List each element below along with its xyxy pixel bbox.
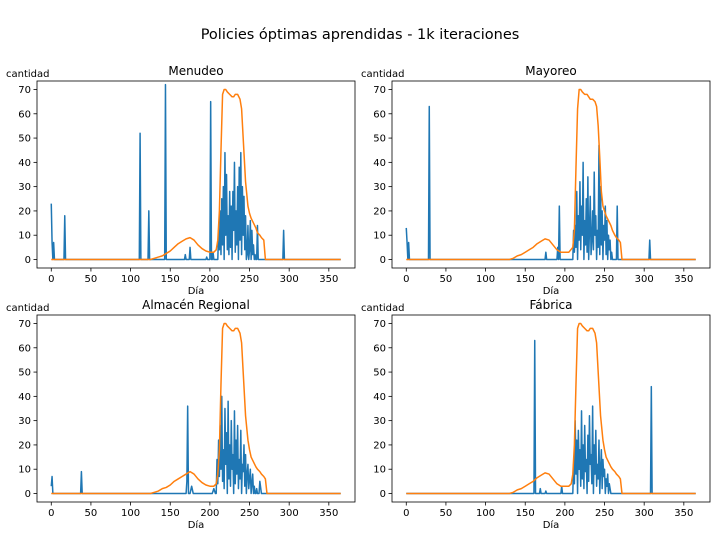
x-tick-label: 100	[121, 274, 140, 285]
x-tick-label: 0	[403, 508, 409, 519]
y-tick-label: 40	[373, 158, 386, 169]
x-tick-label: 300	[635, 508, 654, 519]
subplot-fabrica: Fábrica cantidad Día 0 50 100 150 200 250 300 3…	[361, 298, 711, 531]
x-tick-label: 200	[200, 274, 219, 285]
y-tick-label: 10	[18, 231, 31, 242]
y-tick-label: 10	[373, 465, 386, 476]
x-tick-label: 300	[280, 508, 299, 519]
x-tick-label: 50	[85, 508, 98, 519]
x-tick-label: 300	[280, 274, 299, 285]
subplot-title: Mayoreo	[525, 64, 577, 78]
x-tick-label: 50	[440, 274, 453, 285]
y-axis-label: cantidad	[361, 303, 405, 314]
x-tick-label: 200	[555, 274, 574, 285]
x-tick-label: 50	[440, 508, 453, 519]
x-tick-label: 250	[240, 274, 259, 285]
y-tick-label: 50	[18, 134, 31, 145]
y-tick-label: 50	[18, 368, 31, 379]
figure-suptitle: Policies óptimas aprendidas - 1k iteraci…	[201, 27, 520, 43]
x-tick-label: 100	[121, 508, 140, 519]
x-tick-label: 0	[403, 274, 409, 285]
y-tick-label: 30	[373, 416, 386, 427]
x-tick-label: 50	[85, 274, 98, 285]
x-tick-label: 300	[635, 274, 654, 285]
y-tick-label: 60	[18, 343, 31, 354]
x-tick-label: 150	[516, 274, 535, 285]
axes-frame	[36, 80, 356, 269]
series-line-1	[406, 322, 696, 495]
axes-frame	[36, 314, 356, 503]
x-tick-label: 0	[48, 274, 54, 285]
series-line-0	[406, 339, 696, 495]
y-tick-label: 50	[373, 368, 386, 379]
x-tick-label: 100	[476, 508, 495, 519]
x-tick-label: 350	[674, 508, 693, 519]
x-tick-label: 350	[674, 274, 693, 285]
y-tick-label: 60	[373, 343, 386, 354]
y-tick-label: 50	[373, 134, 386, 145]
y-tick-label: 10	[18, 465, 31, 476]
y-tick-label: 0	[25, 489, 31, 500]
y-axis-label: cantidad	[6, 303, 50, 314]
axes-frame	[391, 80, 711, 269]
y-tick-label: 40	[18, 158, 31, 169]
y-tick-label: 60	[373, 109, 386, 120]
y-tick-label: 70	[18, 85, 31, 96]
series-line-1	[51, 322, 341, 495]
x-axis-label: Día	[543, 285, 560, 297]
subplot-mayoreo: Mayoreo cantidad Día 0 50 100 150 200 250 300 3…	[361, 64, 711, 297]
x-axis-label: Día	[188, 519, 205, 531]
y-tick-label: 20	[373, 206, 386, 217]
y-tick-label: 20	[18, 206, 31, 217]
x-tick-label: 250	[595, 274, 614, 285]
x-tick-label: 200	[555, 508, 574, 519]
series-line-0	[50, 83, 341, 261]
axes-frame	[391, 314, 711, 503]
x-tick-label: 350	[319, 274, 338, 285]
subplot-title: Fábrica	[530, 298, 573, 312]
series-line-0	[50, 395, 341, 495]
x-tick-label: 150	[516, 508, 535, 519]
x-tick-label: 250	[595, 508, 614, 519]
y-tick-label: 70	[18, 319, 31, 330]
plot-area: 0 50 100 150 200 250 300 350 0 10 20 30 40 50 60 70	[18, 80, 356, 285]
plot-area: 0 50 100 150 200 250 300 350 0 10 20 30 40 50 60 70	[373, 314, 711, 519]
plot-area: 0 50 100 150 200 250 300 350 0 10 20 30 40 50 60 70	[373, 80, 711, 285]
series-line-1	[51, 88, 341, 261]
subplot-menudeo: Menudeo cantidad Día 0 50 100 150 200 250 300 3…	[6, 64, 356, 297]
series-line-1	[406, 88, 696, 261]
x-tick-label: 0	[48, 508, 54, 519]
subplot-title: Almacén Regional	[142, 298, 250, 312]
y-tick-label: 60	[18, 109, 31, 120]
subplot-title: Menudeo	[168, 64, 223, 78]
plot-area: 0 50 100 150 200 250 300 350 0 10 20 30 40 50 60 70	[18, 314, 356, 519]
y-axis-label: cantidad	[6, 69, 50, 80]
y-tick-label: 0	[25, 255, 31, 266]
x-tick-label: 150	[161, 508, 180, 519]
x-axis-label: Día	[543, 519, 560, 531]
y-tick-label: 40	[18, 392, 31, 403]
y-tick-label: 20	[373, 440, 386, 451]
subplot-almacen-regional: Almacén Regional cantidad Día 0 50 100 150 2…	[6, 298, 356, 531]
y-tick-label: 30	[18, 416, 31, 427]
x-tick-label: 200	[200, 508, 219, 519]
y-axis-label: cantidad	[361, 69, 405, 80]
y-tick-label: 0	[380, 489, 386, 500]
y-tick-label: 30	[18, 182, 31, 193]
y-tick-label: 40	[373, 392, 386, 403]
y-tick-label: 10	[373, 231, 386, 242]
x-tick-label: 350	[319, 508, 338, 519]
x-tick-label: 100	[476, 274, 495, 285]
x-tick-label: 250	[240, 508, 259, 519]
y-tick-label: 70	[373, 319, 386, 330]
y-tick-label: 30	[373, 182, 386, 193]
x-axis-label: Día	[188, 285, 205, 297]
x-tick-label: 150	[161, 274, 180, 285]
y-tick-label: 70	[373, 85, 386, 96]
series-line-0	[405, 105, 696, 261]
y-tick-label: 20	[18, 440, 31, 451]
y-tick-label: 0	[380, 255, 386, 266]
